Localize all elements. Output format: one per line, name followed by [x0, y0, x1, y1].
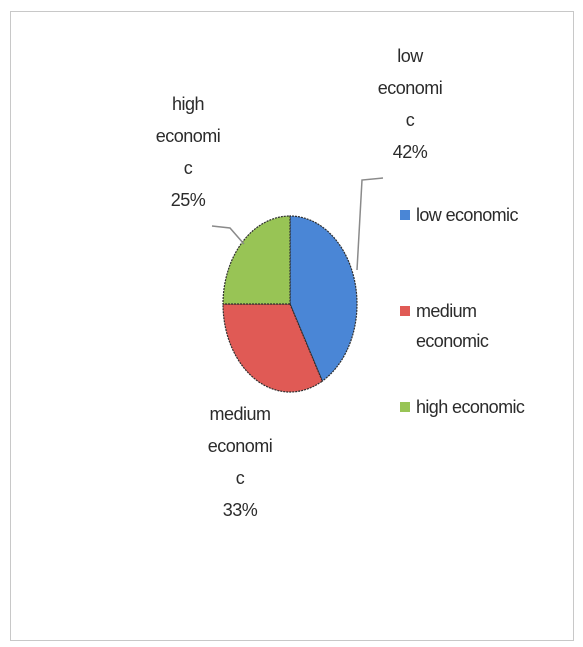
- data-label-line: c: [235, 468, 245, 488]
- legend-item-low-economic: low economic: [400, 200, 518, 230]
- data-label-line: economi: [207, 436, 273, 456]
- legend-item-medium-economic: medium economic: [400, 296, 489, 356]
- pie-slice-medium-economic: [222, 303, 324, 393]
- leader-line-high-economic: [211, 225, 245, 245]
- legend-label-line: economic: [416, 331, 489, 351]
- data-label-high-economic: high economi c 25%: [128, 88, 248, 216]
- pie-slices: [222, 215, 358, 393]
- pie-slice-low-economic: [289, 215, 358, 383]
- pie-slice-high-economic: [222, 215, 291, 305]
- data-label-line: economi: [377, 78, 443, 98]
- data-label-value: 42%: [392, 142, 428, 162]
- data-label-medium-economic: medium economi c 33%: [180, 398, 300, 526]
- data-label-line: c: [183, 158, 193, 178]
- data-label-line: c: [405, 110, 415, 130]
- legend-label-line: medium: [416, 301, 477, 321]
- data-label-line: economi: [155, 126, 221, 146]
- leader-line-low-economic: [356, 177, 384, 271]
- legend-label: low economic: [416, 205, 518, 225]
- data-label-low-economic: low economi c 42%: [350, 40, 470, 168]
- data-label-value: 33%: [222, 500, 258, 520]
- legend-item-high-economic: high economic: [400, 392, 525, 422]
- legend-swatch: [400, 210, 410, 220]
- leader-lines: [211, 177, 384, 271]
- data-label-line: high: [171, 94, 205, 114]
- data-label-line: medium: [209, 404, 271, 424]
- legend-swatch: [400, 306, 410, 316]
- legend-label: high economic: [416, 397, 525, 417]
- legend-swatch: [400, 402, 410, 412]
- data-label-line: low: [397, 46, 423, 66]
- legend-label: medium economic: [416, 296, 489, 356]
- data-label-value: 25%: [170, 190, 206, 210]
